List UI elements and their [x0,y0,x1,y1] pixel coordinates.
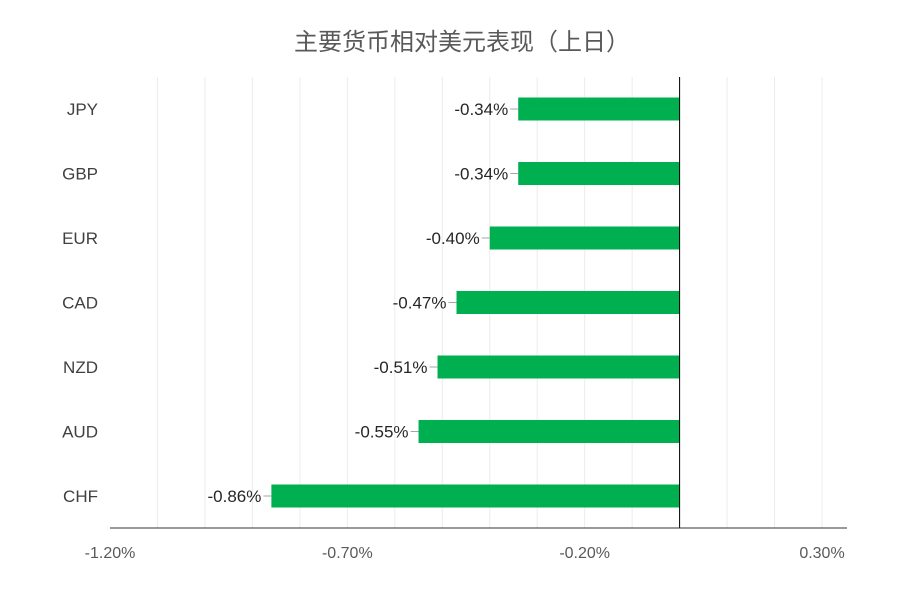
data-label-chf: -0.86% [208,487,262,506]
category-label-chf: CHF [63,487,98,506]
x-tick-label: -0.20% [559,545,610,562]
bar-gbp [518,162,680,185]
bar-cad [456,291,680,314]
bar-eur [489,226,680,250]
data-label-nzd: -0.51% [374,358,428,377]
x-tick-labels: -1.20% -0.70% -0.20% 0.30% [85,545,845,562]
x-tick-label: -1.20% [85,545,136,562]
category-label-gbp: GBP [62,165,98,184]
bar-jpy [518,97,680,121]
data-label-eur: -0.40% [426,229,480,248]
x-tick-label: 0.30% [799,545,844,562]
bar-chf [271,484,680,508]
category-labels: JPY GBP EUR CAD NZD AUD CHF [62,100,98,506]
bar-aud [418,420,680,443]
chart-title: 主要货币相对美元表现（上日） [294,28,630,56]
data-labels: -0.34% -0.34% -0.40% -0.47% -0.51% -0.55% -0.8… [208,100,519,506]
category-label-jpy: JPY [67,100,98,119]
category-label-nzd: NZD [63,358,98,377]
data-label-cad: -0.47% [393,294,447,313]
category-label-cad: CAD [62,294,98,313]
bars [271,97,680,508]
x-tick-label: -0.70% [322,545,373,562]
axes [110,77,847,529]
data-label-aud: -0.55% [355,423,409,442]
category-label-aud: AUD [62,423,98,442]
data-label-gbp: -0.34% [454,165,508,184]
category-label-eur: EUR [62,229,98,248]
data-label-jpy: -0.34% [454,100,508,119]
bar-nzd [437,355,680,379]
